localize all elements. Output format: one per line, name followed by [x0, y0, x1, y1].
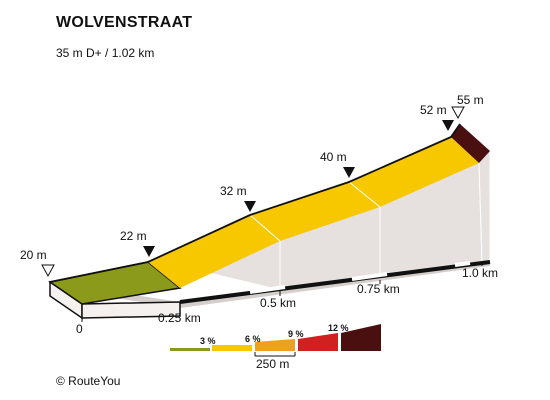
legend-swatch-9 [255, 339, 295, 351]
elevation-label-32: 32 m [220, 184, 247, 198]
distance-label-025: 0.25 km [158, 311, 201, 325]
marker-triangle-40 [343, 167, 355, 178]
marker-triangle-22 [143, 246, 155, 257]
profile-base-gap-3 [454, 261, 471, 267]
distance-label-075: 0.75 km [357, 282, 400, 296]
marker-triangle-52 [442, 120, 454, 131]
profile-base-gap-2 [351, 272, 388, 281]
elevation-label-end: 55 m [457, 93, 484, 107]
marker-triangle-hollow-start [41, 264, 55, 278]
elevation-label-22: 22 m [120, 229, 147, 243]
profile-segment-2 [148, 215, 280, 288]
marker-triangle-hollow-end [451, 106, 465, 120]
profile-segment-5 [451, 124, 490, 163]
marker-triangle-32 [244, 201, 256, 212]
profile-segment-3 [250, 182, 380, 241]
profile-base-gap-1 [249, 285, 286, 294]
legend-label-12: 12 % [328, 323, 349, 333]
climb-title: WOLVENSTRAAT [56, 14, 193, 31]
copyright-credit: © RouteYou [56, 374, 121, 388]
legend-swatch-steep [341, 324, 381, 351]
elevation-label-40: 40 m [320, 150, 347, 164]
legend-label-3: 3 % [200, 336, 216, 346]
distance-label-1: 1.0 km [462, 266, 498, 280]
distance-label-05: 0.5 km [260, 296, 296, 310]
legend-label-6: 6 % [245, 334, 261, 344]
legend-swatch-3 [170, 348, 210, 351]
legend-label-9: 9 % [288, 329, 304, 339]
legend-swatch-12 [298, 333, 338, 351]
profile-segment-divider-2 [348, 181, 381, 208]
elevation-label-52: 52 m [420, 103, 447, 117]
profile-ridge-line [49, 123, 461, 283]
climb-stats: 35 m D+ / 1.02 km [56, 46, 155, 60]
profile-segment-4 [349, 137, 479, 207]
profile-base-edge [179, 260, 491, 304]
legend-scale-label: 250 m [256, 357, 289, 371]
elevation-label-start: 20 m [20, 248, 47, 262]
distance-label-0: 0 [76, 322, 83, 336]
legend-swatch-6 [212, 345, 252, 351]
profile-segment-divider-1 [249, 214, 281, 242]
